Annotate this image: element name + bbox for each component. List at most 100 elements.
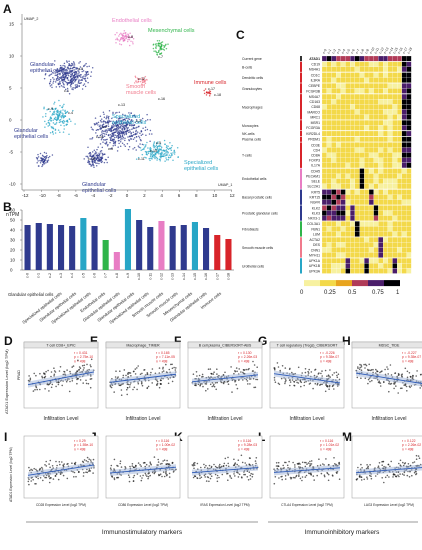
heatmap-cell (364, 77, 370, 83)
heatmap-cell (401, 77, 407, 83)
umap-point (61, 70, 63, 72)
scatter-point (338, 461, 340, 464)
umap-point (122, 125, 124, 127)
heatmap-cell (368, 142, 374, 148)
heatmap-cell (387, 142, 393, 148)
scatter-point (141, 372, 143, 375)
heatmap-cell (392, 142, 398, 148)
scatter-point (399, 387, 402, 390)
scatter-point (284, 382, 286, 385)
umap-point (54, 81, 57, 83)
scatter-point (281, 475, 283, 478)
umap-point (149, 157, 151, 160)
scatter-point (233, 372, 235, 375)
umap-point (89, 138, 91, 140)
umap-point (85, 62, 87, 65)
heatmap-cell (406, 104, 412, 110)
umap-point (60, 115, 62, 118)
umap-point (139, 132, 141, 134)
scatter-point (132, 476, 135, 479)
umap-point (49, 110, 51, 113)
umap-point (41, 158, 44, 160)
heatmap-cell (397, 61, 402, 67)
umap-point (165, 144, 168, 147)
umap-point (164, 143, 166, 146)
heatmap-cell (378, 258, 384, 264)
umap-x-tick-label: -6 (74, 193, 78, 198)
scatter-point (392, 474, 395, 476)
heatmap-row-label: PECAM1 (306, 175, 320, 179)
umap-point (146, 118, 149, 121)
scatter-stat: n = 498 (320, 359, 332, 363)
heatmap-cell (350, 93, 355, 100)
umap-point (115, 136, 118, 138)
umap-point (129, 130, 131, 133)
umap-point (70, 79, 72, 82)
scatter-point (161, 475, 163, 478)
scatter-point (234, 379, 237, 382)
heatmap-cell (406, 125, 412, 131)
scatter-point (327, 479, 330, 482)
scatter-point (29, 469, 31, 472)
umap-point (54, 129, 57, 131)
heatmap-cell (354, 221, 360, 227)
heatmap-cell (401, 99, 407, 105)
scatter-point (48, 390, 50, 392)
umap-point (57, 111, 59, 114)
heatmap-cell (401, 194, 407, 200)
scatter-point (210, 475, 213, 477)
heatmap-cell (368, 247, 374, 253)
umap-point (145, 157, 147, 159)
umap-point (95, 152, 98, 154)
scatter-point (336, 471, 339, 473)
scatter-point (37, 477, 39, 480)
scatter-point (255, 457, 258, 459)
heatmap-cell (364, 178, 370, 184)
umap-point (90, 165, 92, 167)
scatter-point (28, 466, 30, 469)
umap-point (73, 76, 76, 79)
heatmap-column-label: c-15 (392, 47, 399, 55)
scatter-point (120, 384, 122, 386)
scatter-point (277, 382, 280, 385)
heatmap-cell (340, 237, 346, 243)
scatter-point (131, 465, 134, 467)
row1-y-label: ATAD1 Expression Level (log2 TPM) (4, 349, 9, 414)
umap-point (203, 89, 205, 92)
umap-point (131, 35, 133, 37)
umap-point (167, 43, 169, 45)
scatter-point (57, 383, 60, 386)
scatter-point (227, 462, 229, 465)
umap-point (112, 111, 114, 114)
heatmap-cell (321, 114, 327, 120)
scatter-point (75, 475, 77, 478)
umap-point (107, 125, 110, 128)
heatmap-cell (359, 215, 365, 221)
scatter-point (50, 477, 52, 479)
heatmap-cell (397, 205, 402, 211)
heatmap-cell (401, 152, 407, 158)
heatmap-cell (383, 72, 388, 78)
scatter-point (132, 370, 135, 373)
heatmap-cell (364, 66, 370, 72)
umap-point (153, 50, 155, 52)
heatmap-cell (392, 152, 398, 158)
umap-point (149, 148, 151, 150)
scatter-point (156, 382, 159, 385)
scatter-point (53, 375, 55, 377)
heatmap-row-label: CD1C (311, 73, 321, 77)
umap-point (131, 115, 134, 117)
scatter-point (241, 461, 244, 464)
scatter-point (361, 467, 363, 469)
scatter-point (273, 482, 276, 485)
heatmap-row-label: CNN1 (311, 248, 320, 252)
heatmap-cell (345, 205, 351, 211)
heatmap-cell (321, 247, 327, 253)
heatmap-cell (368, 120, 374, 126)
umap-point (54, 74, 57, 77)
umap-point (149, 118, 151, 121)
scatter-point (44, 388, 46, 390)
umap-point (59, 69, 62, 71)
scatter-point (219, 463, 221, 466)
umap-point (103, 133, 106, 135)
